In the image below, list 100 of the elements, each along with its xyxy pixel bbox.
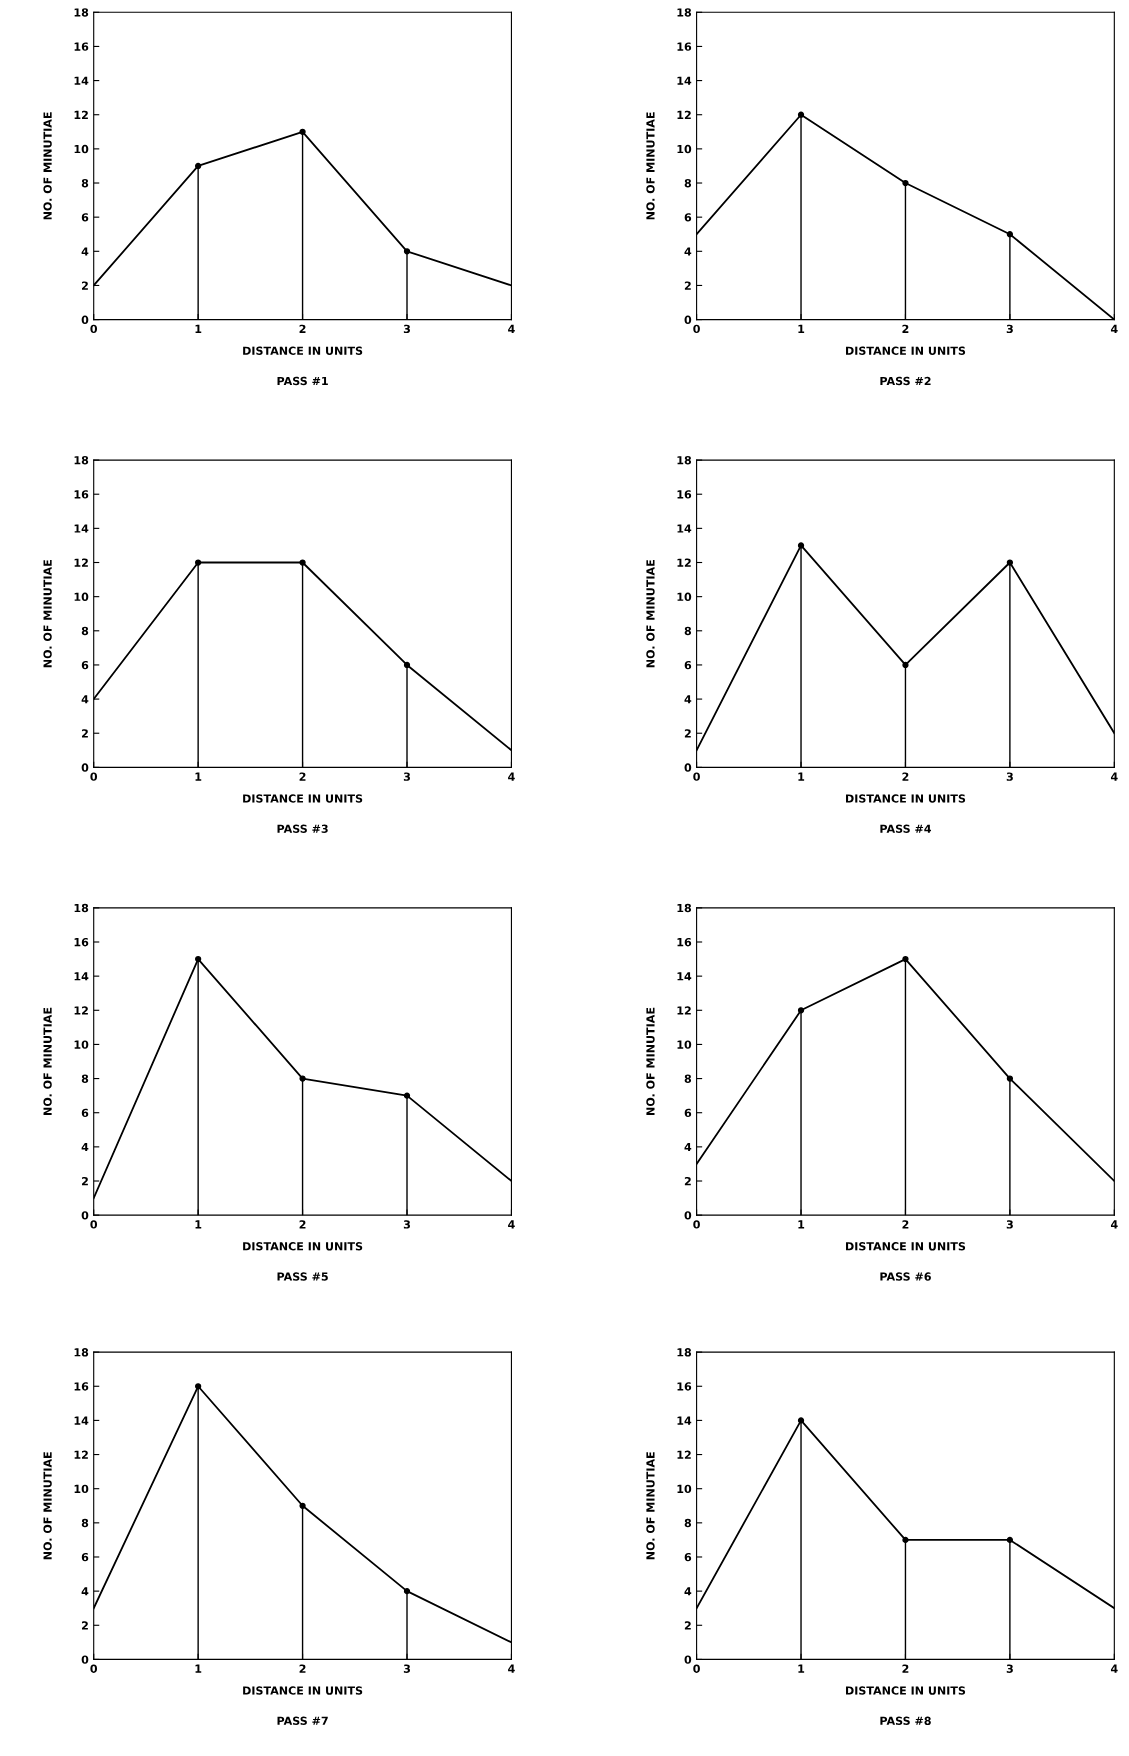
x-tick-label: 4 [1110, 1664, 1118, 1673]
y-axis-title: NO. OF MINUTIAE [43, 1452, 52, 1560]
y-tick-label: 14 [74, 972, 89, 981]
text: PASS #2 [880, 376, 931, 386]
x-axis-title: DISTANCE IN UNITS [243, 346, 363, 355]
y-tick-label: 0 [81, 763, 89, 772]
y-tick-label: 16 [74, 937, 89, 947]
x-tick-label: 0 [90, 1664, 98, 1673]
y-axis-title: NO. OF MINUTIAE [646, 1007, 655, 1115]
point [902, 661, 909, 669]
y-tick-label: 12 [677, 110, 691, 119]
x-tick-label: 0 [693, 1664, 700, 1673]
x-tick-label: 2 [299, 772, 306, 781]
y-tick-label: 10 [677, 1040, 692, 1049]
y-tick-label: 2 [81, 1176, 88, 1186]
y-axis-title: NO. OF MINUTIAE [646, 560, 655, 668]
point [195, 1383, 202, 1390]
text: PASS #8 [880, 1716, 931, 1725]
y-tick-label: 10 [677, 144, 692, 154]
y-tick-label: 0 [684, 315, 692, 324]
y-tick-label: 8 [81, 626, 89, 636]
point [195, 162, 202, 170]
y-tick-label: 0 [684, 763, 692, 772]
x-tick-label: 2 [299, 324, 306, 333]
text: PASS #4 [880, 824, 932, 833]
y-tick-label: 8 [81, 178, 89, 188]
y-tick-label: 6 [684, 213, 692, 222]
x-tick-label: 4 [508, 324, 515, 333]
x-tick-label: 1 [798, 1664, 805, 1673]
x-tick-label: 3 [1006, 1664, 1013, 1673]
y-tick-label: 0 [81, 1211, 89, 1220]
y-tick-label: 10 [677, 1484, 692, 1494]
x-tick-label: 0 [90, 1220, 98, 1229]
x-axis-title: DISTANCE IN UNITS [846, 1686, 966, 1695]
point [403, 248, 411, 255]
x-axis-title: DISTANCE IN UNITS [243, 794, 363, 803]
y-tick-label: 18 [74, 456, 89, 465]
y-tick-label: 10 [74, 144, 89, 154]
y-tick-label: 2 [81, 1621, 88, 1630]
y-tick-label: 18 [74, 1348, 89, 1357]
x-tick-label: 2 [902, 1220, 909, 1229]
y-tick-label: 4 [81, 1587, 89, 1596]
y-tick-label: 10 [74, 1040, 89, 1049]
x-axis-title: DISTANCE IN UNITS [846, 794, 966, 803]
x-tick-label: 1 [195, 324, 202, 333]
x-tick-label: 4 [508, 1664, 515, 1673]
y-tick-label: 12 [677, 558, 691, 567]
y-tick-label: 8 [684, 178, 692, 188]
y-tick-label: 16 [74, 1382, 89, 1391]
y-tick-label: 18 [74, 8, 89, 17]
x-tick-label: 0 [693, 1220, 700, 1229]
y-tick-label: 6 [684, 1552, 692, 1562]
point [797, 111, 805, 118]
y-axis-title: NO. OF MINUTIAE [646, 112, 655, 220]
point [195, 955, 202, 963]
y-tick-label: 16 [677, 1382, 692, 1391]
text: PASS #5 [277, 1272, 328, 1281]
y-tick-label: 8 [81, 1074, 89, 1083]
y-tick-label: 16 [677, 490, 692, 499]
y-tick-label: 14 [74, 1416, 89, 1425]
x-tick-label: 0 [90, 772, 98, 781]
y-tick-label: 0 [81, 1655, 89, 1664]
y-axis-title: NO. OF MINUTIAE [43, 112, 52, 220]
y-tick-label: 14 [677, 76, 692, 85]
y-tick-label: 4 [684, 695, 692, 704]
y-axis-title: NO. OF MINUTIAE [43, 1007, 52, 1115]
x-tick-label: 1 [798, 324, 805, 333]
text: PASS #3 [277, 824, 328, 833]
y-tick-label: 8 [684, 1074, 692, 1083]
x-tick-label: 3 [1006, 1220, 1013, 1229]
y-tick-label: 16 [677, 937, 692, 947]
text: PASS #1 [277, 376, 328, 386]
x-tick-label: 3 [1006, 324, 1013, 334]
y-axis-title: NO. OF MINUTIAE [43, 560, 52, 668]
y-tick-label: 2 [684, 281, 691, 290]
x-axis-title: DISTANCE IN UNITS [243, 1242, 363, 1251]
point [902, 179, 909, 187]
y-tick-label: 2 [684, 1621, 691, 1630]
point [1006, 559, 1014, 566]
point [902, 955, 909, 963]
y-tick-label: 12 [677, 1450, 691, 1459]
x-tick-label: 1 [195, 1664, 202, 1673]
y-tick-label: 18 [677, 903, 692, 913]
y-tick-label: 18 [677, 456, 692, 465]
y-tick-label: 4 [81, 695, 89, 704]
y-tick-label: 12 [677, 1006, 691, 1015]
y-tick-label: 6 [81, 660, 89, 670]
point [403, 1587, 411, 1595]
text: PASS #7 [277, 1716, 328, 1725]
y-tick-label: 2 [684, 1176, 691, 1186]
x-tick-label: 3 [403, 1220, 410, 1229]
y-tick-label: 14 [74, 76, 89, 85]
y-tick-label: 2 [81, 729, 88, 738]
y-tick-label: 6 [81, 1108, 89, 1118]
y-tick-label: 6 [81, 213, 89, 222]
y-tick-label: 4 [81, 1142, 89, 1152]
y-tick-label: 0 [684, 1655, 692, 1664]
point [797, 1007, 805, 1014]
x-axis-title: DISTANCE IN UNITS [846, 346, 966, 355]
y-tick-label: 10 [74, 1484, 89, 1494]
